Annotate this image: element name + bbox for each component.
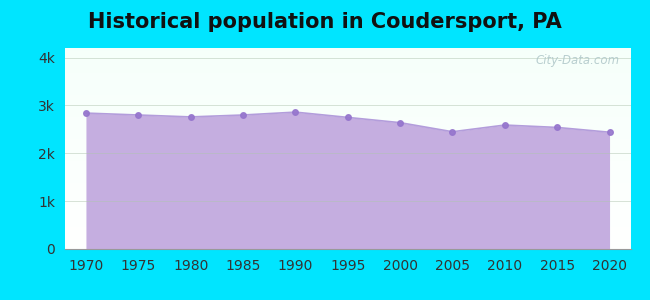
Point — [500, 123, 510, 128]
Point — [395, 120, 406, 125]
Point — [133, 112, 144, 117]
Point — [343, 115, 353, 120]
Text: Historical population in Coudersport, PA: Historical population in Coudersport, PA — [88, 12, 562, 32]
Point — [447, 129, 458, 134]
Point — [552, 125, 562, 130]
Text: City-Data.com: City-Data.com — [535, 54, 619, 67]
Point — [290, 110, 300, 115]
Point — [238, 112, 248, 117]
Point — [185, 115, 196, 119]
Point — [604, 130, 615, 135]
Point — [81, 111, 91, 116]
